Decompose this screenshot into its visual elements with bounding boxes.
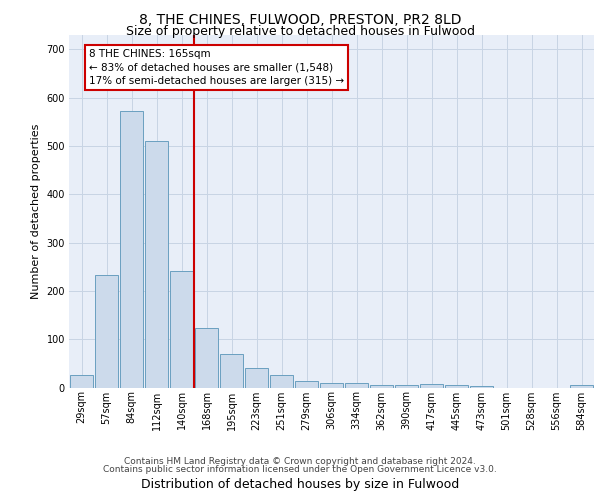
Bar <box>195 328 218 388</box>
Bar <box>345 382 368 388</box>
Bar <box>295 381 318 388</box>
Text: Size of property relative to detached houses in Fulwood: Size of property relative to detached ho… <box>125 25 475 38</box>
Bar <box>120 112 143 388</box>
Bar <box>470 386 493 388</box>
Bar <box>370 385 393 388</box>
Bar <box>570 384 593 388</box>
Bar <box>445 385 468 388</box>
Bar <box>170 270 193 388</box>
Bar <box>395 385 418 388</box>
Text: Contains HM Land Registry data © Crown copyright and database right 2024.: Contains HM Land Registry data © Crown c… <box>124 457 476 466</box>
Text: Contains public sector information licensed under the Open Government Licence v3: Contains public sector information licen… <box>103 465 497 474</box>
Text: 8, THE CHINES, FULWOOD, PRESTON, PR2 8LD: 8, THE CHINES, FULWOOD, PRESTON, PR2 8LD <box>139 12 461 26</box>
Bar <box>220 354 243 388</box>
Y-axis label: Number of detached properties: Number of detached properties <box>31 124 41 299</box>
Bar <box>70 375 93 388</box>
Text: Distribution of detached houses by size in Fulwood: Distribution of detached houses by size … <box>141 478 459 491</box>
Bar <box>420 384 443 388</box>
Bar <box>270 376 293 388</box>
Bar <box>145 141 168 388</box>
Bar <box>245 368 268 388</box>
Text: 8 THE CHINES: 165sqm
← 83% of detached houses are smaller (1,548)
17% of semi-de: 8 THE CHINES: 165sqm ← 83% of detached h… <box>89 50 344 86</box>
Bar <box>95 276 118 388</box>
Bar <box>320 382 343 388</box>
